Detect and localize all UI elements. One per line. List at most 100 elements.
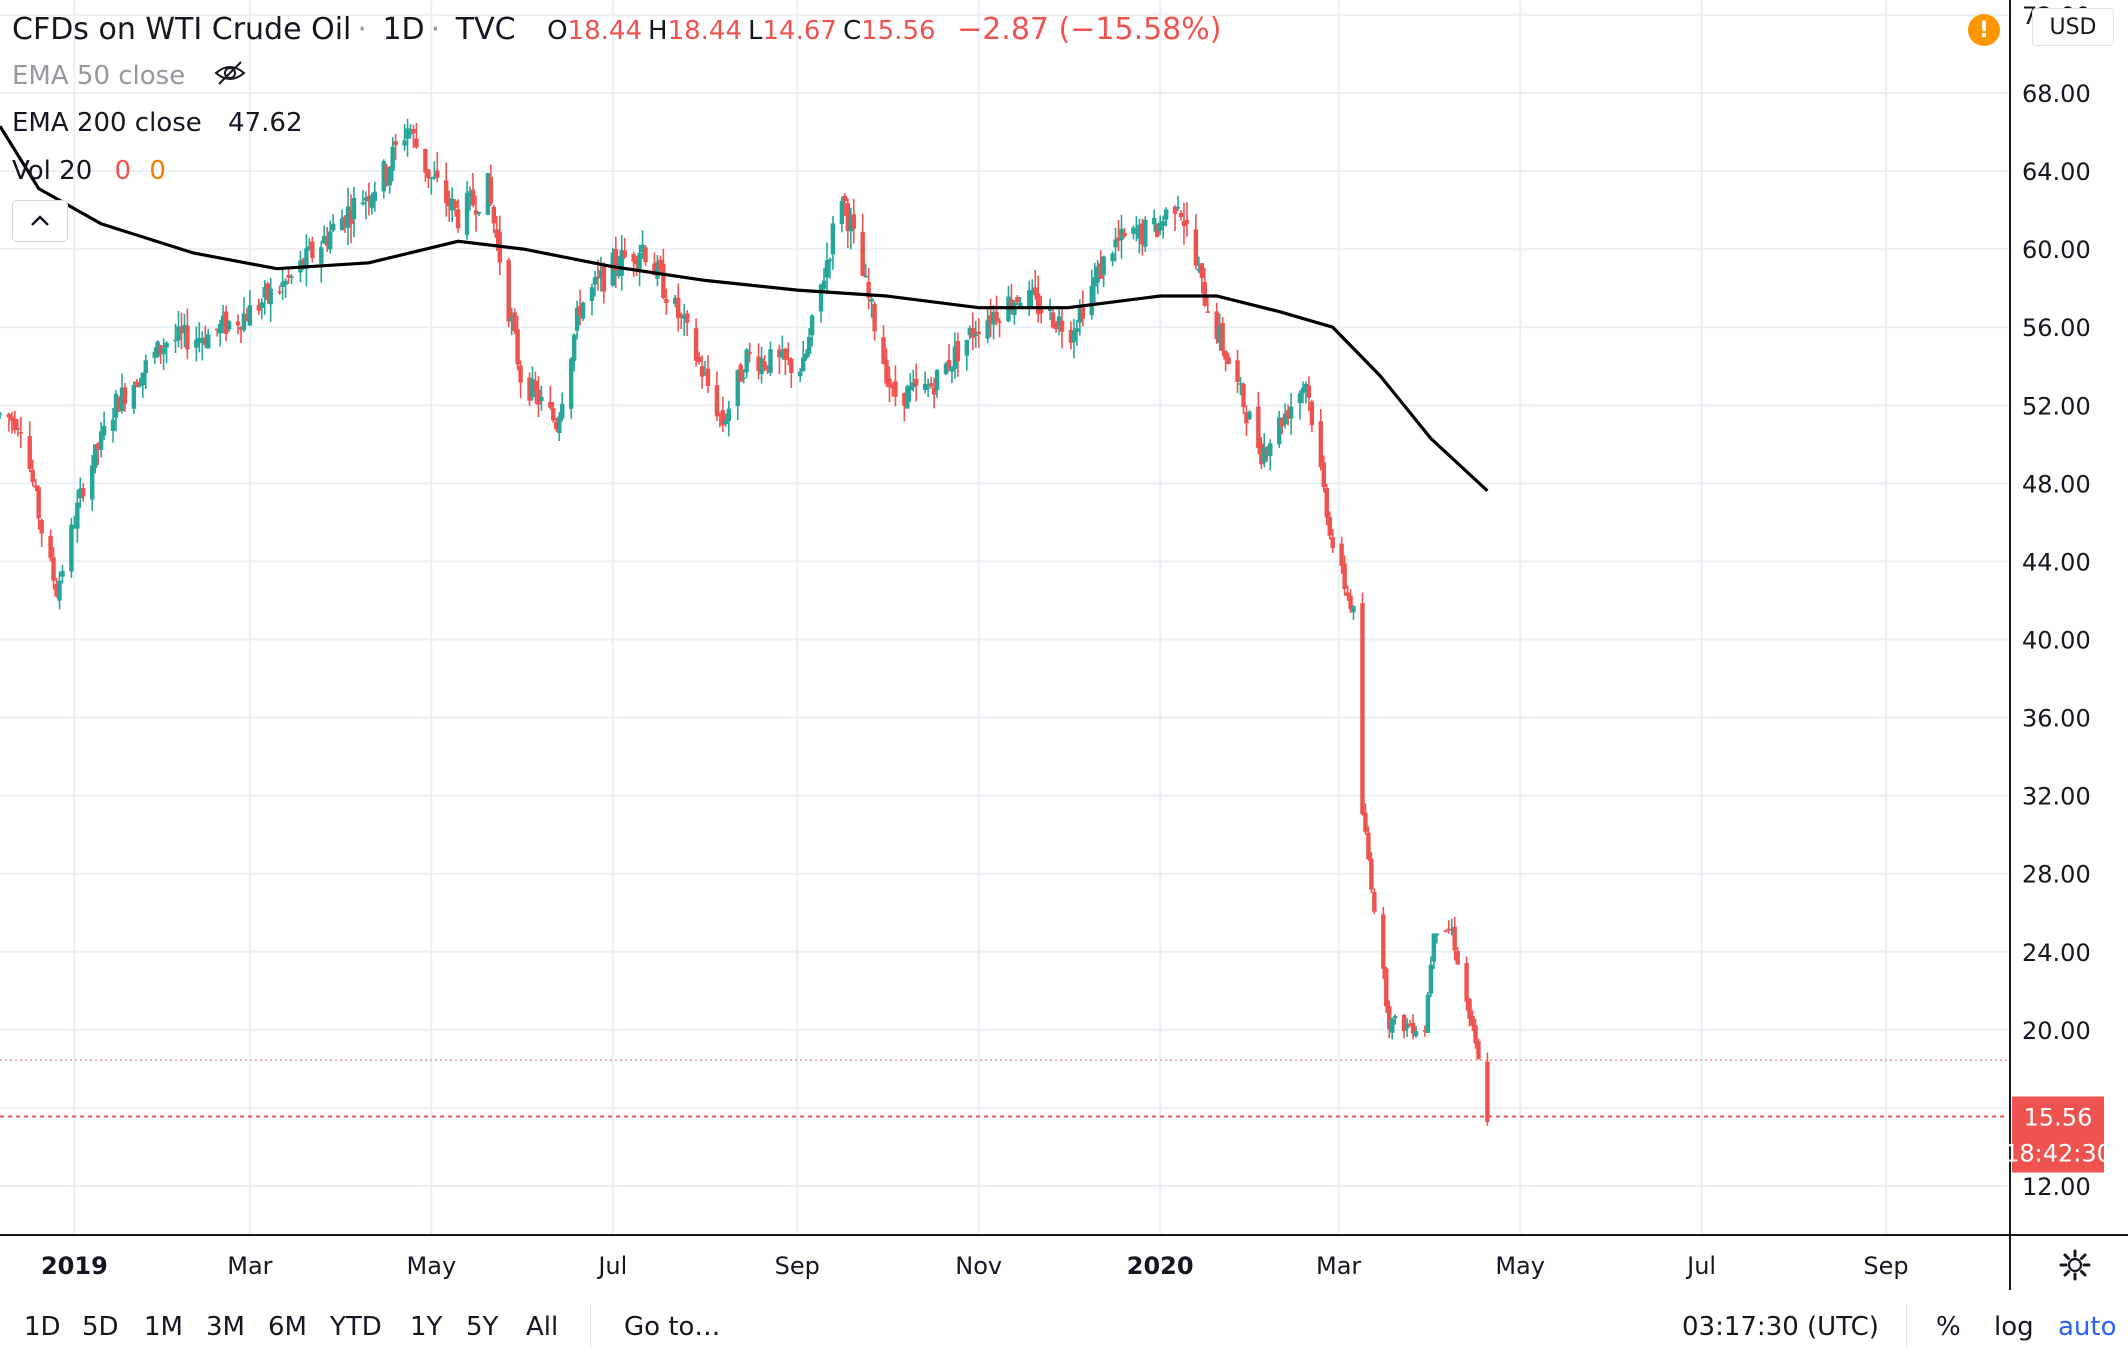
- candle-body: [1303, 383, 1309, 393]
- candle-body: [580, 302, 586, 319]
- candle-body: [1452, 926, 1457, 951]
- candle-body: [1095, 266, 1100, 283]
- candle-body: [1119, 228, 1124, 241]
- candle-body: [408, 132, 413, 135]
- candle-body: [1446, 928, 1451, 931]
- settings-gear-icon[interactable]: [2058, 1248, 2092, 1282]
- candle-body: [664, 299, 669, 304]
- candle-body: [527, 377, 532, 401]
- goto-button[interactable]: Go to…: [624, 1312, 721, 1342]
- range-all[interactable]: All: [526, 1312, 559, 1342]
- candle-body: [1360, 603, 1365, 815]
- range-1m[interactable]: 1M: [144, 1312, 183, 1342]
- candle-body: [1268, 443, 1273, 456]
- range-1y[interactable]: 1Y: [410, 1312, 443, 1342]
- candle-body: [1339, 543, 1344, 566]
- candle-body: [905, 386, 910, 409]
- candle-body: [943, 363, 949, 374]
- candle-body: [51, 557, 56, 581]
- candle-body: [1413, 1031, 1419, 1037]
- warning-icon[interactable]: !: [1968, 14, 2000, 46]
- candle-body: [235, 321, 241, 326]
- candle-body: [744, 349, 749, 373]
- candle-body: [283, 280, 288, 285]
- candle-body: [1080, 304, 1086, 319]
- candle-body: [1345, 592, 1350, 596]
- range-ytd[interactable]: YTD: [330, 1312, 382, 1342]
- utc-time[interactable]: 03:17:30 (UTC): [1682, 1312, 1879, 1342]
- candle-body: [286, 275, 291, 278]
- candle-body: [1363, 812, 1368, 832]
- candle-body: [884, 359, 889, 384]
- range-5d[interactable]: 5D: [82, 1312, 119, 1342]
- ema-200-polyline: [0, 125, 1489, 492]
- indicator-volume[interactable]: Vol 20 0 0: [12, 156, 172, 186]
- candle-body: [682, 315, 687, 319]
- candle-body: [684, 313, 690, 323]
- candle-body: [1434, 933, 1440, 936]
- candle-body: [360, 202, 366, 205]
- candle-body: [1443, 930, 1448, 932]
- candle-body: [783, 348, 788, 360]
- candle-body: [1282, 413, 1288, 425]
- y-tick-label: 32.00: [2022, 783, 2091, 811]
- candle-body: [512, 312, 517, 332]
- candle-body: [158, 345, 163, 354]
- candle-body: [369, 195, 375, 208]
- log-toggle[interactable]: log: [1994, 1312, 2034, 1342]
- candle-body: [325, 236, 330, 246]
- auto-toggle[interactable]: auto: [2058, 1312, 2117, 1342]
- indicator-ema50[interactable]: EMA 50 close: [12, 60, 252, 93]
- candle-body: [1193, 229, 1199, 266]
- y-tick-label: 20.00: [2022, 1017, 2091, 1045]
- hidden-eye-icon[interactable]: [213, 60, 246, 93]
- candle-body: [363, 197, 369, 201]
- candle-body: [866, 281, 871, 298]
- candle-body: [1056, 316, 1062, 326]
- candle-body: [1285, 410, 1291, 419]
- candle-body: [765, 365, 770, 371]
- percent-toggle[interactable]: %: [1936, 1312, 1961, 1342]
- candle-body: [851, 214, 856, 229]
- candle-body: [494, 229, 499, 238]
- candle-body: [393, 141, 398, 146]
- symbol-name[interactable]: CFDs on WTI Crude Oil: [12, 12, 352, 47]
- candle-body: [488, 176, 494, 204]
- candle-body: [863, 275, 868, 278]
- candle-body: [1140, 223, 1145, 245]
- candle-body: [1068, 329, 1074, 343]
- candle-body: [33, 485, 38, 488]
- ema200-label: EMA 200 close: [12, 108, 202, 138]
- candle-body: [206, 334, 211, 349]
- range-3m[interactable]: 3M: [206, 1312, 245, 1342]
- candle-body: [601, 264, 607, 292]
- candle-body: [1175, 207, 1181, 209]
- collapse-legend-button[interactable]: [12, 200, 68, 242]
- currency-badge[interactable]: USD: [2032, 8, 2114, 46]
- y-tick-label: 64.00: [2022, 158, 2091, 186]
- candle-body: [1134, 232, 1139, 235]
- candle-body: [1431, 933, 1437, 962]
- candle-body: [134, 381, 140, 388]
- candle-body: [893, 381, 898, 397]
- price-chart[interactable]: 12.0016.0020.0024.0028.0032.0036.0040.00…: [0, 0, 2128, 1290]
- interval[interactable]: 1D: [382, 12, 425, 47]
- x-tick-label: Jul: [596, 1252, 627, 1280]
- candle-body: [1110, 253, 1115, 262]
- chevron-up-icon: [31, 215, 49, 226]
- candle-body: [1098, 263, 1103, 279]
- indicator-ema200[interactable]: EMA 200 close 47.62: [12, 108, 308, 138]
- candle-body: [1428, 964, 1434, 994]
- range-6m[interactable]: 6M: [268, 1312, 307, 1342]
- candle-body: [1074, 328, 1080, 332]
- range-5y[interactable]: 5Y: [466, 1312, 499, 1342]
- candle-body: [1172, 206, 1178, 214]
- range-1d[interactable]: 1D: [24, 1312, 61, 1342]
- candle-body: [1217, 325, 1222, 343]
- candle-body: [455, 209, 461, 229]
- candle-body: [1288, 406, 1294, 419]
- chart-legend-title: CFDs on WTI Crude Oil · 1D · TVC O18.44 H18…: [12, 12, 1222, 47]
- candle-body: [372, 191, 378, 202]
- candle-body: [533, 380, 538, 391]
- candle-body: [991, 311, 996, 325]
